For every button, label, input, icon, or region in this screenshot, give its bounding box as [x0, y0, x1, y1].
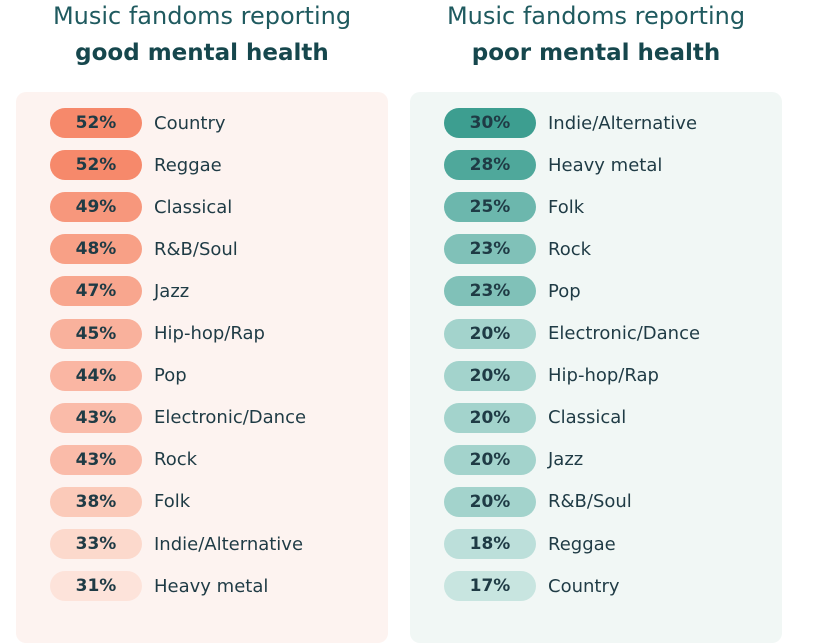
fandom-label: Hip-hop/Rap — [548, 365, 659, 387]
percent-pill: 20% — [444, 360, 536, 391]
percent-pill: 31% — [50, 571, 142, 602]
percent-pill: 43% — [50, 402, 142, 433]
fandom-row: 38% Folk — [50, 486, 191, 517]
percent-pill: 47% — [50, 276, 142, 307]
percent-pill: 48% — [50, 234, 142, 265]
percent-pill: 23% — [444, 276, 536, 307]
percent-pill: 28% — [444, 150, 536, 181]
fandom-row: 20% R&B/Soul — [444, 486, 632, 517]
fandom-row: 23% Pop — [444, 276, 581, 307]
fandom-row: 20% Hip-hop/Rap — [444, 360, 659, 391]
good-panel-title-line1: Music fandoms reporting — [52, 2, 352, 30]
percent-pill: 20% — [444, 402, 536, 433]
fandom-row: 43% Electronic/Dance — [50, 402, 307, 433]
good-panel-heading: Music fandoms reporting good mental heal… — [16, 0, 388, 90]
fandom-row: 25% Folk — [444, 192, 585, 223]
poor-panel-heading: Music fandoms reporting poor mental heal… — [410, 0, 782, 90]
fandom-row: 52% Country — [50, 108, 226, 138]
fandom-row: 17% Country — [444, 571, 620, 602]
fandom-label: Heavy metal — [548, 154, 663, 176]
fandom-label: Hip-hop/Rap — [154, 323, 265, 344]
fandom-row: 18% Reggae — [444, 529, 616, 559]
fandom-row: 28% Heavy metal — [444, 150, 663, 181]
fandom-row: 20% Electronic/Dance — [444, 318, 701, 349]
percent-pill: 25% — [444, 192, 536, 223]
fandom-row: 31% Heavy metal — [50, 571, 269, 602]
fandom-row: 44% Pop — [50, 360, 187, 391]
percent-pill: 20% — [444, 486, 536, 517]
poor-mental-health-panel: Music fandoms reporting poor mental heal… — [410, 0, 782, 643]
fandom-label: Folk — [154, 491, 191, 513]
fandom-row: 45% Hip-hop/Rap — [50, 318, 265, 349]
fandom-label: Indie/Alternative — [548, 112, 698, 134]
percent-pill: 43% — [50, 444, 142, 475]
percent-pill: 38% — [50, 486, 142, 517]
percent-pill: 33% — [50, 529, 142, 559]
fandom-row: 52% Reggae — [50, 150, 222, 181]
fandom-row: 33% Indie/Alternative — [50, 529, 303, 559]
fandom-row: 47% Jazz — [50, 276, 190, 307]
fandom-label: Rock — [154, 449, 198, 471]
fandom-label: Country — [154, 112, 226, 134]
fandom-label: Jazz — [548, 449, 584, 471]
fandom-row: 49% Classical — [50, 192, 233, 223]
fandom-label: R&B/Soul — [154, 238, 238, 260]
fandom-row: 48% R&B/Soul — [50, 234, 238, 265]
percent-pill: 20% — [444, 444, 536, 475]
fandom-row: 20% Jazz — [444, 444, 584, 475]
fandom-label: Reggae — [154, 154, 222, 176]
percent-pill: 30% — [444, 108, 536, 138]
fandom-row: 20% Classical — [444, 402, 627, 433]
percent-pill: 52% — [50, 150, 142, 181]
fandom-label: Electronic/Dance — [154, 407, 307, 429]
fandom-label: Pop — [154, 365, 187, 387]
percent-pill: 49% — [50, 192, 142, 223]
percent-pill: 17% — [444, 571, 536, 602]
percent-pill: 18% — [444, 529, 536, 559]
poor-panel-title-line2: poor mental health — [471, 40, 721, 66]
fandom-row: 30% Indie/Alternative — [444, 108, 697, 138]
good-panel-title-line2: good mental health — [75, 40, 329, 66]
fandom-label: Classical — [154, 196, 233, 218]
percent-pill: 45% — [50, 318, 142, 349]
fandom-label: Electronic/Dance — [548, 323, 701, 344]
fandom-label: R&B/Soul — [548, 491, 632, 513]
fandom-label: Country — [548, 575, 620, 597]
fandom-label: Folk — [548, 196, 585, 218]
fandom-label: Heavy metal — [154, 575, 269, 597]
fandom-label: Pop — [548, 280, 581, 302]
poor-panel-title-line1: Music fandoms reporting — [446, 2, 746, 30]
fandom-label: Indie/Alternative — [154, 533, 304, 555]
fandom-row: 23% Rock — [444, 234, 592, 265]
fandom-row: 43% Rock — [50, 444, 198, 475]
fandom-label: Jazz — [154, 280, 190, 302]
percent-pill: 23% — [444, 234, 536, 265]
fandom-label: Rock — [548, 238, 592, 260]
fandom-label: Classical — [548, 407, 627, 429]
percent-pill: 20% — [444, 318, 536, 349]
percent-pill: 52% — [50, 108, 142, 138]
fandom-label: Reggae — [548, 533, 616, 555]
good-mental-health-panel: Music fandoms reporting good mental heal… — [16, 0, 388, 643]
percent-pill: 44% — [50, 360, 142, 391]
